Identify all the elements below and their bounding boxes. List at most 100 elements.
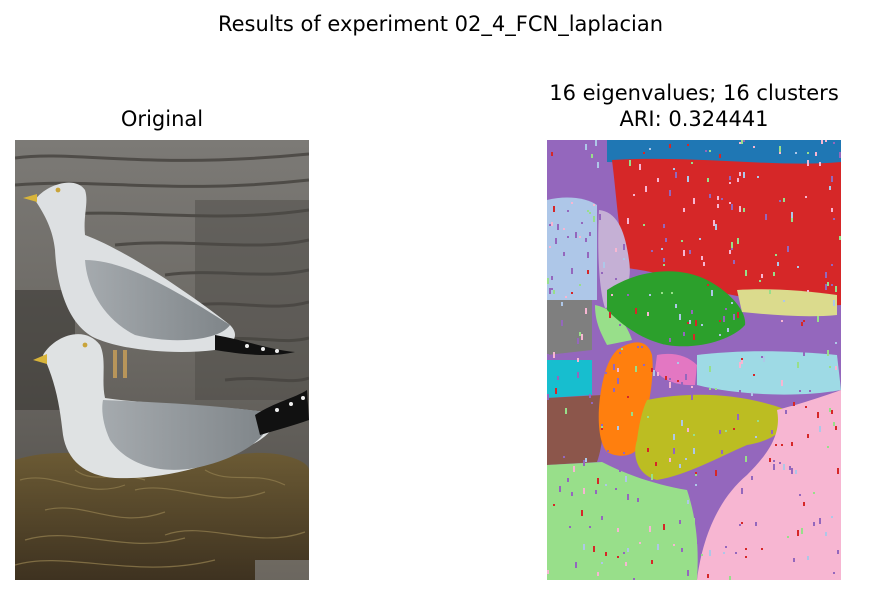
noise-pixel (711, 290, 713, 296)
noise-pixel (593, 546, 595, 552)
noise-pixel (761, 210, 763, 212)
noise-pixel (745, 456, 747, 462)
noise-pixel (673, 448, 675, 454)
noise-pixel (837, 468, 839, 474)
noise-pixel (645, 186, 647, 192)
noise-pixel (565, 408, 567, 414)
noise-pixel (729, 250, 731, 254)
noise-pixel (657, 178, 659, 182)
noise-pixel (693, 198, 695, 204)
noise-pixel (689, 268, 691, 270)
noise-pixel (687, 482, 689, 486)
noise-pixel (551, 276, 553, 280)
noise-pixel (597, 572, 599, 576)
noise-pixel (687, 500, 689, 504)
stone (255, 560, 309, 580)
noise-pixel (819, 166, 821, 168)
noise-pixel (627, 548, 629, 552)
noise-pixel (745, 556, 747, 558)
noise-pixel (755, 436, 757, 438)
noise-pixel (773, 464, 775, 470)
noise-pixel (647, 448, 649, 452)
noise-pixel (601, 516, 603, 520)
noise-pixel (577, 338, 579, 344)
noise-pixel (787, 246, 789, 252)
noise-pixel (783, 300, 785, 302)
noise-pixel (807, 344, 809, 348)
noise-pixel (721, 202, 723, 208)
noise-pixel (555, 238, 557, 244)
noise-pixel (741, 488, 743, 494)
noise-pixel (585, 238, 587, 242)
noise-pixel (615, 248, 617, 252)
noise-pixel (809, 390, 811, 392)
noise-pixel (817, 316, 819, 322)
noise-pixel (807, 160, 809, 166)
noise-pixel (623, 552, 625, 554)
noise-pixel (799, 494, 801, 496)
noise-pixel (621, 182, 623, 184)
noise-pixel (739, 524, 741, 526)
noise-pixel (627, 494, 629, 500)
noise-pixel (821, 140, 823, 144)
noise-pixel (679, 220, 681, 226)
noise-pixel (729, 176, 731, 180)
noise-pixel (761, 548, 763, 550)
noise-pixel (605, 172, 607, 178)
noise-pixel (723, 316, 725, 322)
noise-pixel (737, 178, 739, 182)
noise-pixel (673, 544, 675, 546)
noise-pixel (725, 430, 727, 432)
noise-pixel (605, 552, 607, 556)
noise-pixel (807, 290, 809, 292)
noise-pixel (761, 356, 763, 358)
noise-pixel (603, 262, 605, 268)
noise-pixel (635, 308, 637, 314)
noise-pixel (833, 422, 835, 426)
noise-pixel (685, 458, 687, 460)
original-image-svg (15, 140, 309, 580)
noise-pixel (737, 414, 739, 420)
cluster-light-blue (547, 197, 597, 300)
noise-pixel (723, 552, 725, 554)
noise-pixel (651, 250, 653, 252)
noise-pixel (619, 470, 621, 472)
noise-pixel (585, 308, 587, 314)
noise-pixel (705, 150, 707, 152)
noise-pixel (833, 300, 835, 306)
noise-pixel (639, 164, 641, 170)
nest (15, 452, 309, 580)
noise-pixel (669, 194, 671, 196)
noise-pixel (791, 212, 793, 218)
noise-pixel (731, 242, 733, 248)
noise-pixel (589, 526, 591, 528)
noise-pixel (751, 498, 753, 500)
noise-pixel (613, 388, 615, 392)
noise-pixel (687, 176, 689, 182)
cluster-gray (547, 300, 592, 355)
noise-pixel (633, 194, 635, 196)
noise-pixel (825, 532, 827, 536)
noise-pixel (681, 548, 683, 552)
noise-pixel (803, 320, 805, 322)
noise-pixel (761, 186, 763, 192)
noise-pixel (729, 182, 731, 184)
noise-pixel (623, 244, 625, 250)
noise-pixel (801, 322, 803, 326)
noise-pixel (771, 430, 773, 434)
noise-pixel (781, 444, 783, 446)
cluster-noise-speckles (547, 140, 841, 580)
noise-pixel (733, 428, 735, 430)
noise-pixel (729, 576, 731, 580)
noise-pixel (805, 406, 807, 408)
noise-pixel (597, 478, 599, 484)
noise-pixel (737, 238, 739, 244)
noise-pixel (693, 334, 695, 340)
noise-pixel (673, 434, 675, 440)
noise-pixel (617, 378, 619, 384)
noise-pixel (721, 198, 723, 200)
noise-pixel (735, 186, 737, 188)
noise-pixel (791, 442, 793, 446)
noise-pixel (573, 172, 575, 178)
noise-pixel (549, 246, 551, 248)
